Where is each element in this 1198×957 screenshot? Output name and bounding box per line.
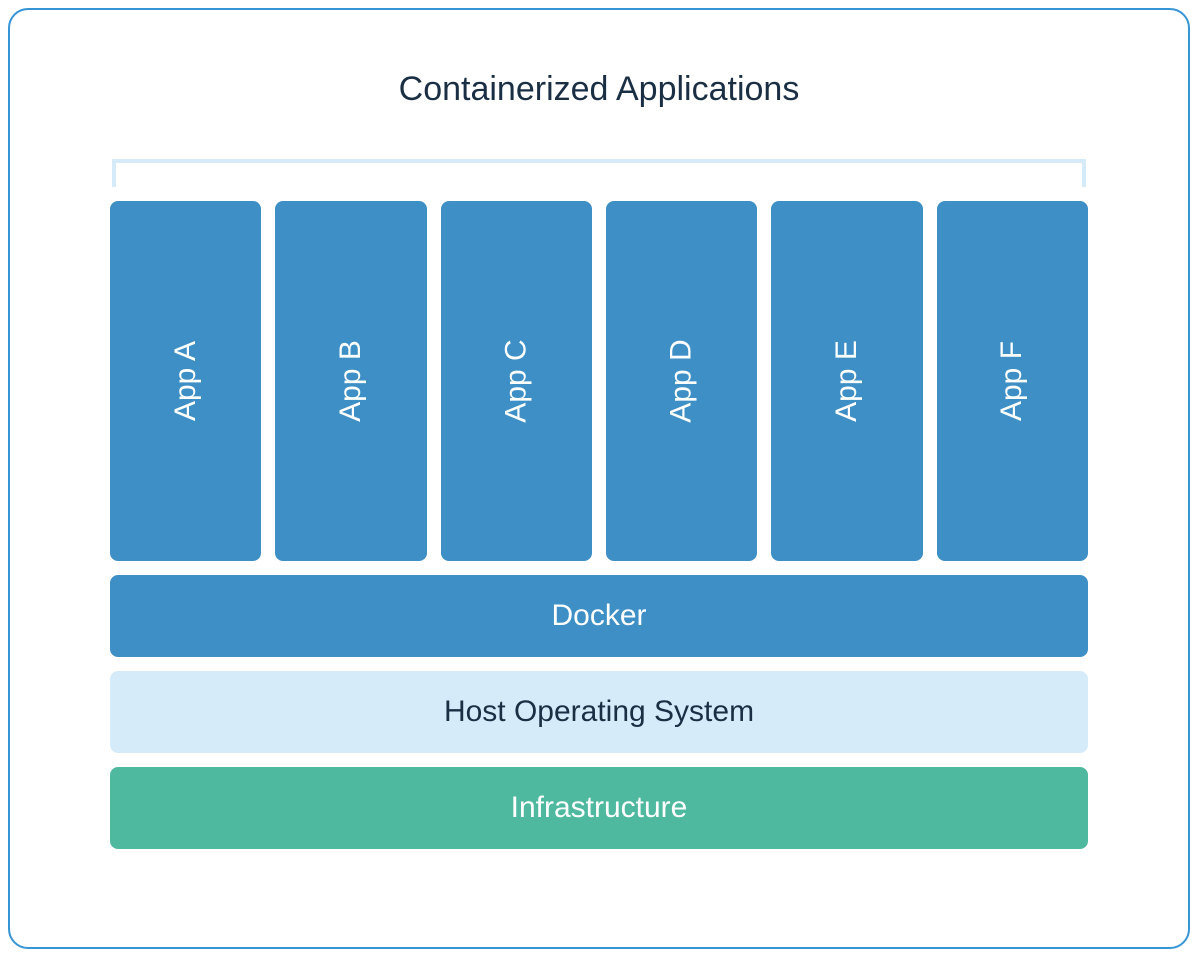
layer-docker: Docker xyxy=(110,575,1088,657)
app-box-a: App A xyxy=(110,201,261,561)
app-box-f: App F xyxy=(937,201,1088,561)
layer-host-os: Host Operating System xyxy=(110,671,1088,753)
layer-label: Host Operating System xyxy=(444,695,754,729)
layer-label: Docker xyxy=(551,599,646,633)
apps-bracket xyxy=(112,159,1086,187)
app-label: App D xyxy=(665,339,699,422)
app-label: App C xyxy=(499,339,533,422)
app-label: App B xyxy=(334,340,368,422)
apps-row: App A App B App C App D App E App F xyxy=(110,201,1088,561)
app-box-d: App D xyxy=(606,201,757,561)
diagram-frame: Containerized Applications App A App B A… xyxy=(8,8,1190,949)
diagram-title: Containerized Applications xyxy=(110,70,1088,109)
app-box-c: App C xyxy=(441,201,592,561)
layer-label: Infrastructure xyxy=(511,791,688,825)
app-box-b: App B xyxy=(275,201,426,561)
layer-infrastructure: Infrastructure xyxy=(110,767,1088,849)
app-label: App E xyxy=(830,340,864,422)
app-label: App F xyxy=(995,341,1029,421)
app-label: App A xyxy=(169,341,203,421)
app-box-e: App E xyxy=(771,201,922,561)
